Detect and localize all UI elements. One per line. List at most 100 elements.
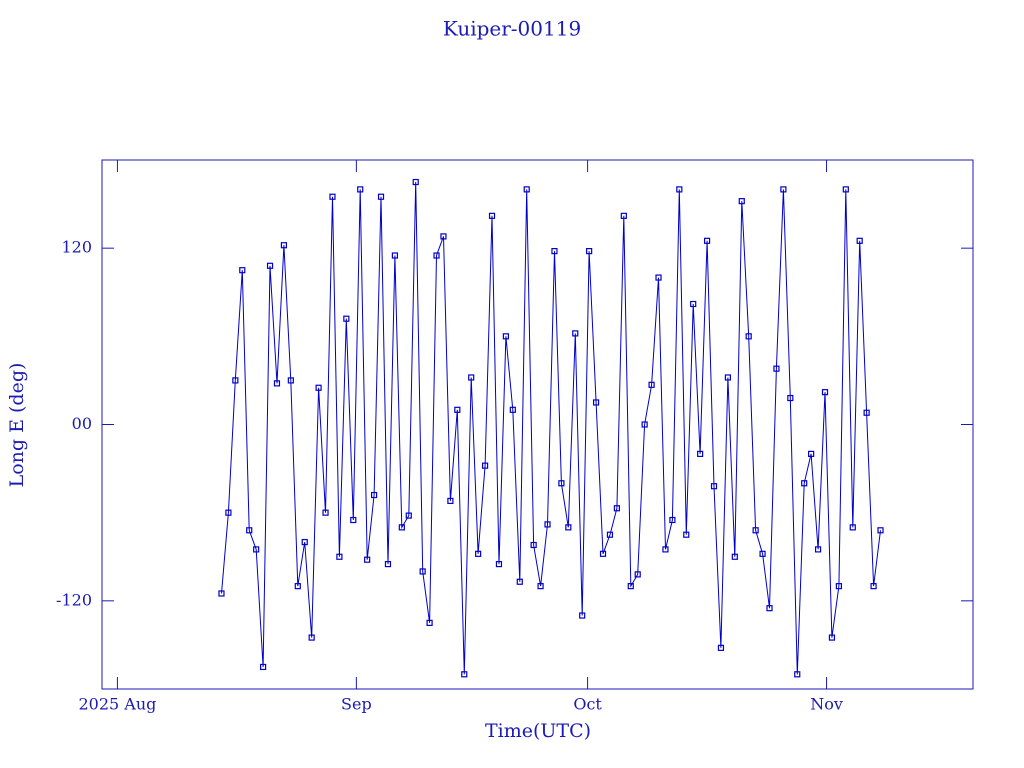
data-point [273,380,281,387]
data-point [731,553,738,560]
data-point [613,505,620,512]
data-point [565,524,572,531]
x-tick-label: Nov [810,695,843,714]
data-point [405,512,412,519]
chart-title: Kuiper-00119 [443,17,581,41]
data-point [447,497,454,505]
plot-area [218,178,884,678]
y-axis-label: Long E (deg) [6,363,28,488]
data-point [599,550,607,557]
data-point [294,583,301,590]
data-point [835,583,842,590]
data-point [801,480,808,487]
data-point [863,409,870,416]
data-point [301,538,308,546]
data-point [821,389,829,396]
data-point [551,248,558,255]
data-point [828,634,836,641]
data-point [724,374,731,381]
data-point [773,365,780,372]
data-point [502,333,509,340]
x-tick-label: Sep [341,695,372,714]
data-point [253,546,260,553]
data-point [606,531,614,538]
data-point [662,546,669,553]
data-point [259,663,267,671]
data-point [683,531,690,538]
data-point [246,527,253,534]
data-point [814,546,822,553]
data-point [364,556,371,563]
y-tick-label: 120 [61,238,92,257]
data-point [329,193,336,200]
data-point [433,252,440,259]
data-point [537,583,544,590]
data-point [710,483,718,490]
data-point [350,516,357,524]
y-tick-label: -120 [56,590,92,609]
data-point [461,671,468,678]
data-point [877,527,884,534]
data-point [357,186,364,193]
x-axis-label: Time(UTC) [485,720,591,742]
data-point [488,212,496,219]
data-point [669,516,676,524]
data-point [419,568,426,575]
data-point [426,619,433,626]
data-point [509,406,516,413]
data-point [384,560,392,568]
data-point [336,553,343,560]
data-point [586,248,593,255]
data-point [655,274,662,281]
data-point [738,198,745,205]
data-point [676,186,683,193]
data-point [766,605,773,612]
data-point [558,480,565,487]
data-point [468,374,475,381]
data-point [343,315,350,322]
data-point [516,578,523,585]
data-point [232,377,239,384]
data-point [780,186,787,193]
data-point [648,381,655,388]
data-point [218,590,225,597]
data-point [634,571,641,578]
data-point [794,671,801,678]
data-point [697,450,704,457]
data-point [391,252,399,259]
data-point [703,237,711,244]
data-point [370,491,378,499]
data-point [454,406,461,413]
data-point [717,644,725,651]
data-point [225,509,232,516]
data-point [530,541,537,549]
data-point [239,267,246,274]
data-point [752,527,759,534]
data-point [745,333,752,340]
data-point [322,509,329,516]
data-point [440,233,447,240]
data-point [856,237,863,244]
data-point [579,612,586,619]
series-line [221,181,881,675]
data-point [641,421,648,428]
data-point [842,186,849,193]
data-point [412,178,419,186]
x-tick-label: Oct [573,695,602,714]
data-point [280,242,288,249]
data-point [787,394,794,402]
data-point [377,193,385,200]
data-point [572,330,579,337]
data-point [544,521,551,528]
data-point [481,462,489,469]
data-point [690,300,697,308]
y-tick-label: 00 [72,414,92,433]
data-point [627,583,634,590]
data-point [315,384,322,391]
data-point [808,450,815,457]
data-point [523,186,530,193]
data-point [592,399,600,406]
